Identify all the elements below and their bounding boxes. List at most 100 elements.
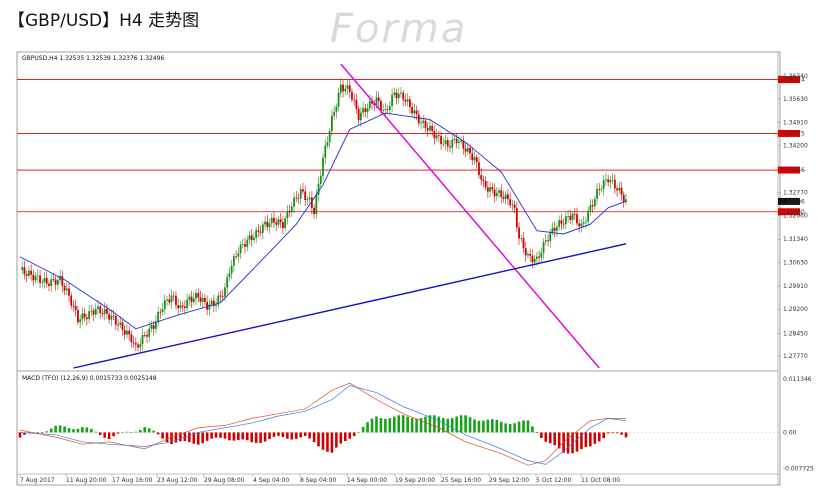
level-label: 1.33456 [780, 167, 805, 174]
candle-body [440, 136, 442, 144]
candle-body [333, 111, 336, 116]
macd-histogram-bar [531, 426, 534, 433]
macd-histogram-bar [286, 432, 289, 439]
candle-body [36, 275, 39, 277]
candle-body [59, 276, 62, 281]
candle-body [79, 319, 82, 323]
candle-body [442, 143, 445, 145]
candle-body [237, 253, 240, 257]
date-tick-label: 23 Aug 12:00 [157, 477, 198, 484]
macd-tick-label: 0.00 [783, 429, 797, 436]
macd-histogram-bar [23, 432, 26, 435]
candle-body [56, 280, 59, 285]
candle-body [524, 248, 527, 256]
candle-body [168, 299, 171, 303]
candle-body [186, 299, 188, 309]
level-tag [778, 166, 800, 174]
macd-histogram-bar [85, 427, 89, 433]
macd-histogram-bar [593, 432, 597, 444]
candle-body [373, 103, 376, 106]
candle-body [299, 189, 302, 199]
macd-histogram-bar [308, 432, 311, 439]
macd-histogram-bar [415, 418, 418, 433]
candle-body [460, 140, 463, 142]
macd-histogram-bar [575, 432, 579, 452]
candle-body [32, 274, 35, 281]
macd-histogram-bar [152, 430, 155, 433]
candle-body [41, 282, 44, 283]
candle-body [94, 308, 97, 315]
macd-histogram-bar [602, 432, 606, 439]
candle-body [560, 220, 563, 224]
macd-histogram-bar [584, 432, 588, 448]
macd-histogram-bar [491, 419, 494, 433]
macd-histogram-bar [589, 432, 592, 447]
candle-body [558, 220, 561, 227]
macd-histogram-bar [161, 432, 164, 439]
macd-histogram-bar [321, 432, 325, 450]
candle-body [257, 230, 260, 232]
candle-body [25, 274, 28, 276]
price-tick-label: 1.27770 [783, 353, 808, 360]
candle-body [204, 297, 206, 302]
candle-body [313, 207, 315, 215]
macd-histogram-bar [464, 415, 467, 433]
candle-body [217, 295, 220, 305]
candle-body [480, 175, 483, 180]
macd-histogram-bar [508, 423, 512, 433]
candle-body [569, 215, 572, 220]
candle-body [110, 315, 113, 320]
macd-histogram-bar [352, 432, 356, 437]
candle-body [166, 299, 168, 301]
candle-body [453, 138, 456, 140]
candle-body [522, 238, 525, 249]
candle-body [582, 222, 585, 224]
macd-histogram-bar [268, 432, 271, 440]
candle-body [576, 214, 578, 224]
candle-body [295, 197, 298, 199]
candle-body [317, 183, 320, 195]
macd-histogram-bar [210, 432, 213, 439]
candle-body [275, 222, 278, 225]
candle-body [551, 227, 554, 233]
candle-body [605, 179, 607, 181]
candle-body [132, 342, 135, 344]
candle-body [502, 197, 505, 199]
candle-body [540, 252, 543, 258]
macd-histogram-bar [45, 431, 49, 433]
macd-histogram-bar [312, 432, 316, 443]
candle-body [328, 131, 331, 143]
macd-tick-label: 0.011346 [783, 376, 812, 383]
candle-body [435, 135, 438, 139]
symbol-header: GBPUSD,H4 1.32535 1.32539 1.32376 1.3249… [22, 55, 164, 62]
candle-body [513, 204, 516, 209]
candle-body [85, 317, 88, 320]
macd-histogram-bar [571, 432, 574, 454]
candle-body [250, 235, 253, 240]
macd-header: MACD (TFO) (12,26,9) 0.0015733 0.0025148 [22, 375, 157, 382]
level-tag [778, 129, 800, 137]
candle-body [99, 306, 102, 314]
candle-body [455, 138, 458, 143]
macd-histogram-bar [566, 432, 570, 454]
macd-histogram-bar [130, 432, 133, 433]
candle-body [397, 93, 400, 99]
candle-body [246, 239, 249, 247]
macd-histogram-bar [379, 418, 383, 433]
macd-histogram-bar [156, 432, 160, 435]
macd-histogram-bar [49, 428, 53, 433]
price-tick-label: 1.29200 [783, 306, 808, 313]
candle-body [50, 279, 53, 286]
page-title: 【GBP/USD】H4 走势图 [8, 11, 200, 31]
candle-body [388, 105, 391, 111]
candle-body [504, 194, 507, 199]
macd-histogram-bar [134, 431, 138, 433]
candle-body [226, 277, 229, 288]
candle-body [248, 235, 251, 240]
price-tick-label: 1.34910 [783, 120, 808, 127]
candle-body [172, 295, 175, 297]
current-price-tag [778, 197, 800, 205]
candle-body [48, 283, 50, 286]
candle-body [266, 221, 269, 227]
price-tick-label: 1.34200 [783, 143, 808, 150]
